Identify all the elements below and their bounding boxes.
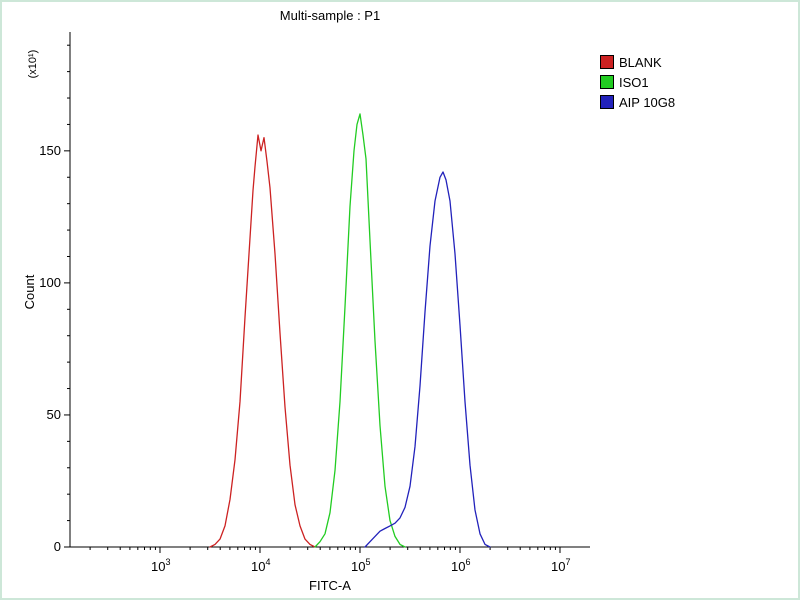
legend-label-aip10g8: AIP 10G8 bbox=[619, 94, 676, 110]
legend: BLANK ISO1 AIP 10G8 bbox=[600, 52, 675, 112]
x-tick-label: 107 bbox=[551, 557, 570, 574]
y-tick-label: 50 bbox=[47, 407, 61, 422]
y-tick-label: 100 bbox=[39, 275, 61, 290]
x-axis-label: FITC-A bbox=[309, 578, 351, 593]
legend-swatch-aip10g8 bbox=[600, 95, 614, 109]
legend-item-blank: BLANK bbox=[600, 52, 675, 72]
legend-item-iso1: ISO1 bbox=[600, 72, 675, 92]
legend-swatch-iso1 bbox=[600, 75, 614, 89]
y-tick-label: 150 bbox=[39, 143, 61, 158]
x-tick-label: 105 bbox=[351, 557, 370, 574]
legend-label-blank: BLANK bbox=[619, 54, 662, 70]
series-curve-aip-10g8 bbox=[364, 171, 491, 548]
legend-item-aip10g8: AIP 10G8 bbox=[600, 92, 675, 112]
chart-title: Multi-sample : P1 bbox=[279, 8, 381, 23]
y-tick-label: 0 bbox=[54, 539, 61, 554]
legend-label-iso1: ISO1 bbox=[619, 74, 649, 90]
series-curve-iso1 bbox=[314, 113, 406, 548]
x-tick-label: 106 bbox=[451, 557, 470, 574]
x-tick-label: 103 bbox=[151, 557, 170, 574]
series-curve-blank bbox=[209, 134, 316, 548]
legend-swatch-blank bbox=[600, 55, 614, 69]
x-tick-label: 104 bbox=[251, 557, 270, 574]
